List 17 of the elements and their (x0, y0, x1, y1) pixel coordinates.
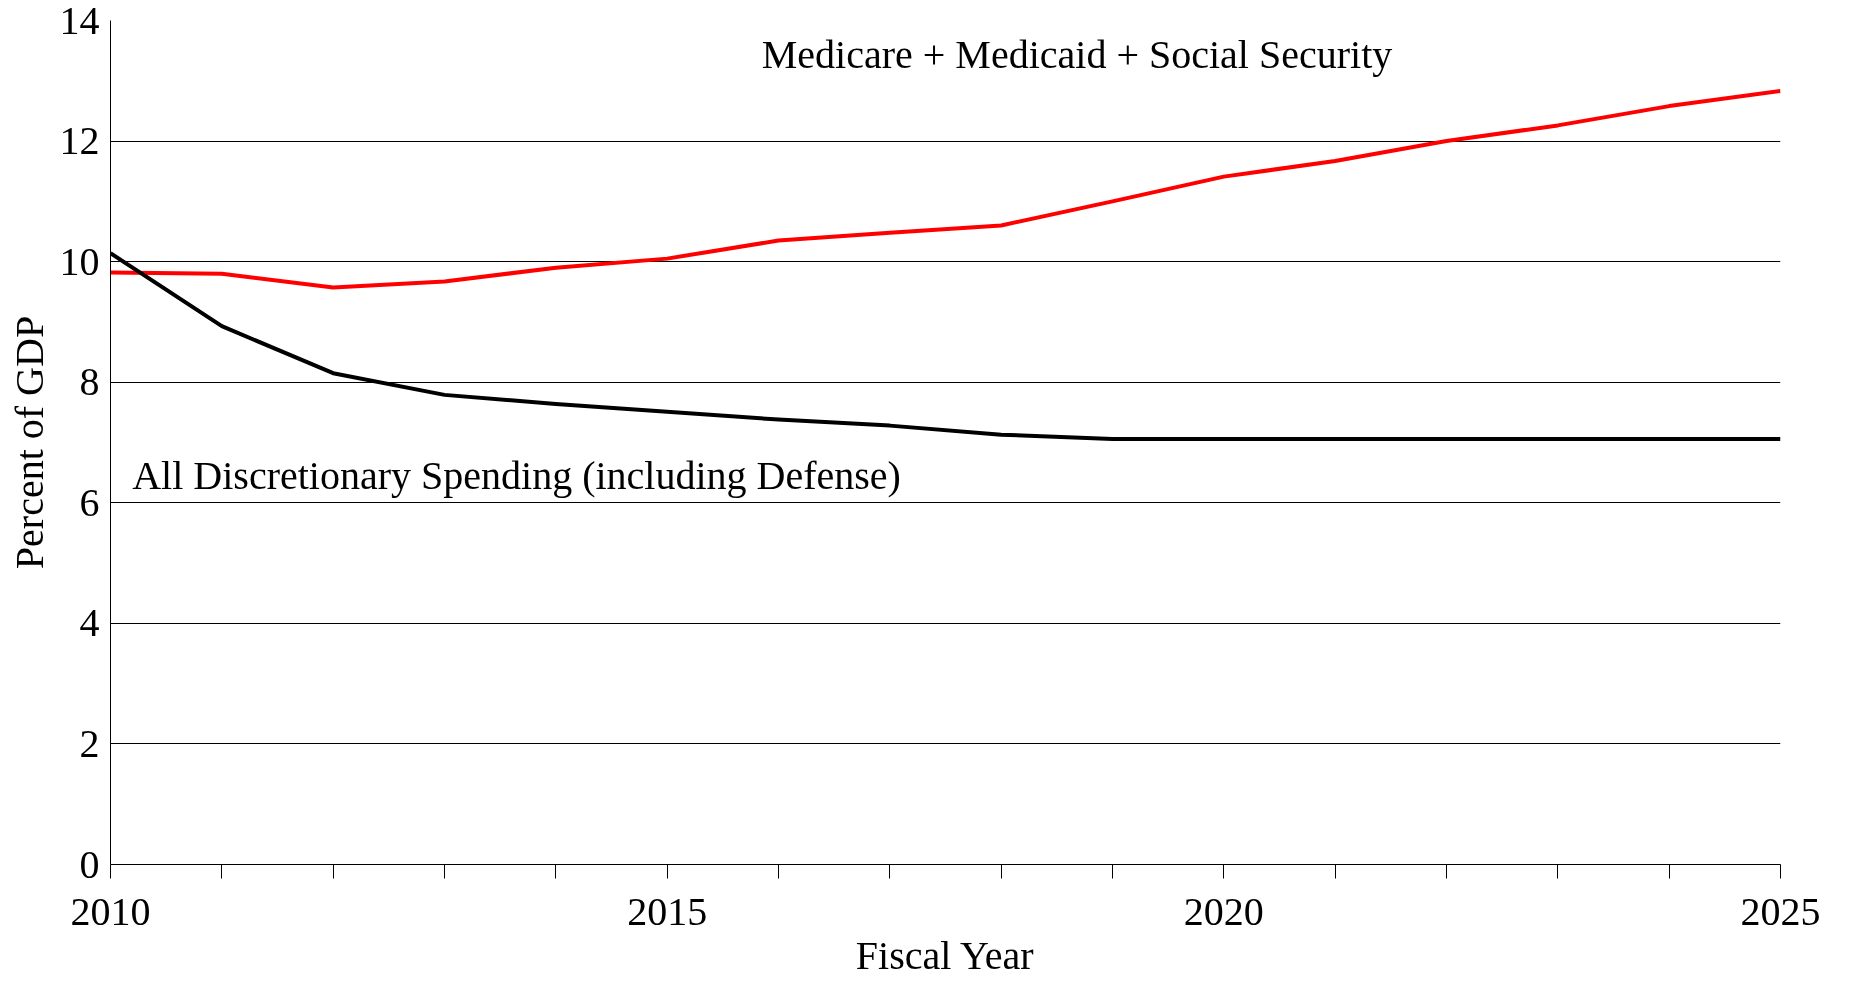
y-tick-label: 4 (79, 600, 100, 646)
y-tick-label: 10 (59, 238, 100, 284)
y-tick-label: 12 (59, 118, 100, 164)
x-tick-label: 2010 (70, 888, 151, 934)
y-axis-title: Percent of GDP (6, 315, 52, 570)
x-tick-label: 2025 (1740, 888, 1821, 934)
y-tick-label: 0 (79, 841, 100, 887)
y-tick-label: 14 (59, 0, 100, 43)
x-tick-label: 2020 (1183, 888, 1264, 934)
x-tick-label: 2015 (627, 888, 708, 934)
series-label: All Discretionary Spending (including Defense) (132, 452, 901, 498)
y-tick-label: 6 (79, 479, 100, 525)
y-tick-label: 2 (79, 720, 100, 766)
y-tick-label: 8 (79, 359, 100, 405)
series-label: Medicare + Medicaid + Social Security (761, 32, 1393, 78)
line-series (110, 89, 1781, 290)
x-axis-title: Fiscal Year (855, 932, 1034, 978)
